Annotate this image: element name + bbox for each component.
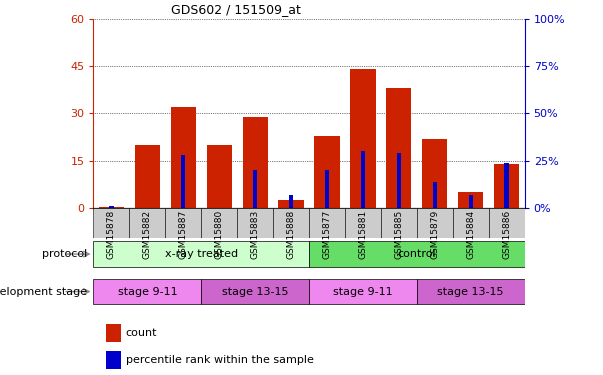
Text: stage 13-15: stage 13-15 [437, 286, 504, 297]
Text: GDS602 / 151509_at: GDS602 / 151509_at [171, 3, 301, 16]
Text: control: control [397, 249, 436, 259]
FancyBboxPatch shape [309, 279, 417, 304]
FancyBboxPatch shape [93, 242, 309, 267]
FancyBboxPatch shape [93, 208, 130, 238]
Text: percentile rank within the sample: percentile rank within the sample [126, 355, 314, 365]
Bar [109, 206, 113, 208]
Bar [387, 88, 411, 208]
Text: GSM15882: GSM15882 [143, 210, 152, 259]
Bar [314, 135, 339, 208]
FancyBboxPatch shape [201, 279, 309, 304]
Bar [422, 139, 447, 208]
Bar [469, 195, 473, 208]
Text: GSM15879: GSM15879 [431, 210, 440, 259]
Bar [99, 207, 124, 208]
Text: GSM15887: GSM15887 [178, 210, 188, 259]
Bar [171, 107, 196, 208]
Text: GSM15884: GSM15884 [466, 210, 475, 259]
Bar [397, 153, 401, 208]
Bar [494, 164, 519, 208]
Bar [106, 351, 121, 369]
Bar [505, 163, 509, 208]
Text: GSM15881: GSM15881 [358, 210, 367, 259]
Bar [279, 200, 304, 208]
Text: stage 13-15: stage 13-15 [222, 286, 288, 297]
Bar [181, 155, 186, 208]
FancyBboxPatch shape [93, 279, 201, 304]
Text: GSM15886: GSM15886 [502, 210, 511, 259]
FancyBboxPatch shape [309, 208, 345, 238]
FancyBboxPatch shape [417, 279, 525, 304]
Text: GSM15877: GSM15877 [323, 210, 332, 259]
Text: GSM15883: GSM15883 [251, 210, 260, 259]
Text: development stage: development stage [0, 287, 87, 297]
Bar [350, 69, 376, 208]
Text: x-ray treated: x-ray treated [165, 249, 238, 259]
FancyBboxPatch shape [130, 208, 165, 238]
FancyBboxPatch shape [273, 208, 309, 238]
FancyBboxPatch shape [381, 208, 417, 238]
Bar [242, 117, 268, 208]
Bar [207, 145, 232, 208]
Text: GSM15888: GSM15888 [286, 210, 295, 259]
Text: GSM15885: GSM15885 [394, 210, 403, 259]
Bar [106, 324, 121, 342]
FancyBboxPatch shape [237, 208, 273, 238]
Bar [135, 145, 160, 208]
Text: protocol: protocol [42, 249, 87, 259]
Bar [325, 170, 329, 208]
Bar [458, 192, 483, 208]
Text: GSM15880: GSM15880 [215, 210, 224, 259]
Bar [361, 151, 365, 208]
Text: stage 9-11: stage 9-11 [333, 286, 393, 297]
FancyBboxPatch shape [453, 208, 488, 238]
FancyBboxPatch shape [165, 208, 201, 238]
Bar [289, 195, 293, 208]
Bar [253, 170, 257, 208]
FancyBboxPatch shape [417, 208, 453, 238]
FancyBboxPatch shape [488, 208, 525, 238]
FancyBboxPatch shape [309, 242, 525, 267]
FancyBboxPatch shape [345, 208, 381, 238]
FancyBboxPatch shape [201, 208, 237, 238]
Text: count: count [126, 328, 157, 338]
Text: stage 9-11: stage 9-11 [118, 286, 177, 297]
Bar [432, 182, 437, 208]
Text: GSM15878: GSM15878 [107, 210, 116, 259]
